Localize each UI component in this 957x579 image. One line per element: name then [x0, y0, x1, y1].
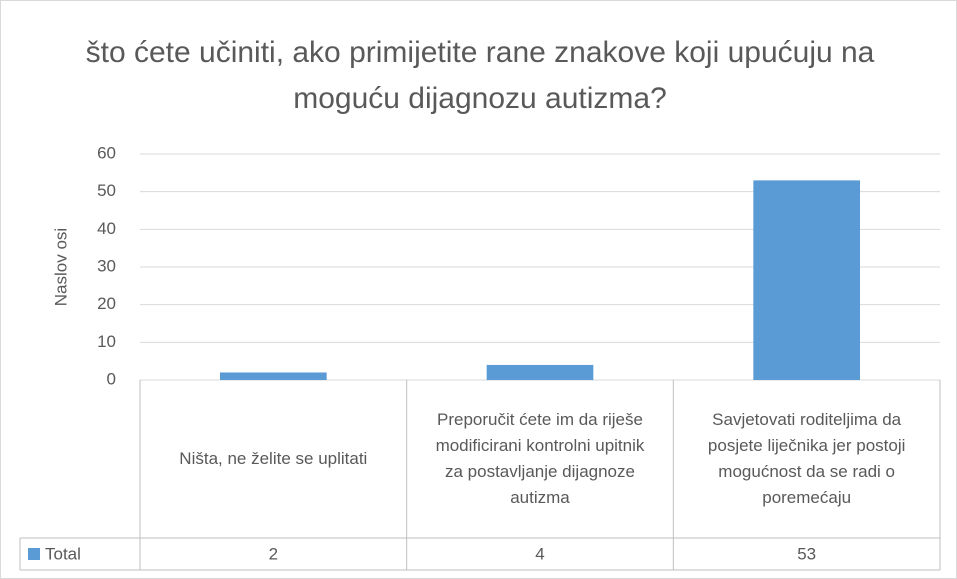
- legend-label: Total: [45, 544, 81, 563]
- y-tick-label: 50: [97, 181, 116, 200]
- y-tick-label: 0: [107, 369, 116, 388]
- y-tick-label: 10: [97, 332, 116, 351]
- category-label: Preporučit ćete im da riješe modificiran…: [435, 410, 645, 507]
- bar: [753, 180, 860, 380]
- category-label: Savjetovati roditeljima da posjete liječ…: [707, 410, 906, 507]
- category-label: Ništa, ne želite se uplitati: [179, 449, 368, 468]
- y-tick-label: 60: [97, 143, 116, 162]
- bar: [220, 372, 327, 380]
- chart-title: što ćete učiniti, ako primijetite rane z…: [85, 36, 875, 115]
- y-tick-label: 30: [97, 256, 116, 275]
- y-tick-label: 20: [97, 294, 116, 313]
- y-tick-label: 40: [97, 219, 116, 238]
- bar: [486, 364, 594, 380]
- table-value: 53: [797, 544, 816, 563]
- table-value: 4: [535, 544, 544, 563]
- y-axis-label: Naslov osi: [51, 228, 70, 306]
- legend-key: [28, 548, 40, 560]
- table-value: 2: [269, 544, 278, 563]
